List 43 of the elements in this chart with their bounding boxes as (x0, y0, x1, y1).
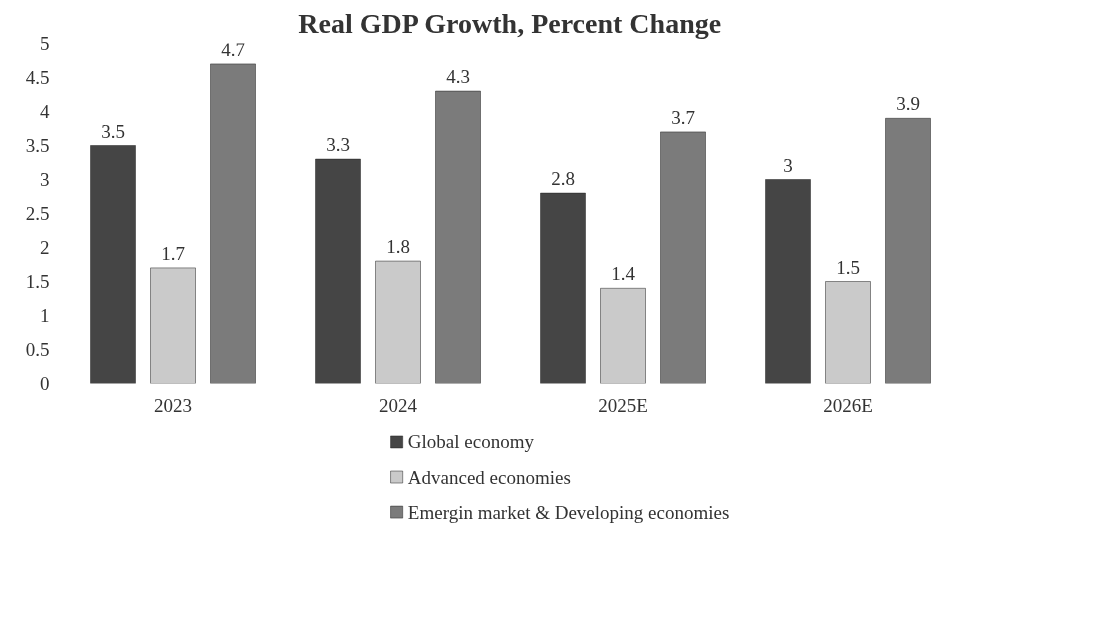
bar (210, 63, 256, 384)
data-label: 3.3 (326, 134, 350, 156)
data-label: 3.9 (896, 93, 920, 115)
bar (315, 158, 361, 384)
bar (150, 267, 196, 384)
data-label: 3.5 (101, 120, 125, 142)
y-tick-label: 3.5 (25, 135, 50, 156)
y-tick-label: 2.5 (25, 203, 50, 224)
bar (435, 90, 481, 384)
y-tick-label: 4 (40, 101, 50, 122)
bar (885, 118, 931, 384)
data-label: 4.7 (221, 38, 245, 60)
data-label: 4.3 (446, 66, 470, 88)
data-label: 1.5 (836, 256, 860, 278)
chart-title: Real GDP Growth, Percent Change (298, 7, 722, 39)
data-label: 1.4 (611, 263, 636, 285)
y-tick-label: 0 (40, 373, 50, 394)
y-tick-label: 5 (40, 33, 50, 54)
y-tick-label: 1.5 (25, 271, 50, 292)
y-tick-label: 1 (40, 305, 50, 326)
y-tick-label: 4.5 (25, 67, 50, 88)
bar (600, 288, 646, 384)
x-tick-label: 2024 (379, 394, 418, 416)
legend-label: Global economy (407, 431, 535, 453)
legend-label: Advanced economies (407, 466, 571, 488)
data-label: 1.8 (386, 236, 410, 258)
x-tick-label: 2023 (154, 394, 192, 416)
x-tick-label: 2025E (598, 394, 648, 416)
y-tick-label: 2 (40, 237, 50, 258)
data-label: 3.7 (671, 106, 695, 128)
legend-label: Emergin market & Developing economies (407, 501, 730, 523)
bar (765, 179, 811, 384)
data-label: 2.8 (551, 168, 575, 190)
bar (825, 281, 871, 384)
data-label: 3 (783, 154, 793, 176)
y-tick-label: 3 (40, 169, 50, 190)
bar (375, 260, 421, 384)
x-tick-label: 2026E (823, 394, 873, 416)
bar (540, 192, 586, 384)
bar (90, 145, 136, 384)
bar (660, 131, 706, 384)
y-tick-label: 0.5 (25, 339, 50, 360)
data-label: 1.7 (161, 242, 185, 264)
